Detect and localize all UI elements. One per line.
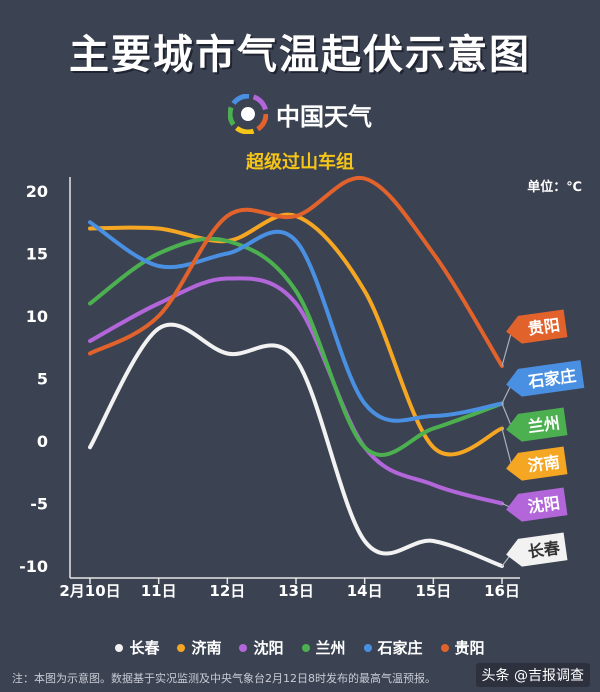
x-tick-label: 13日 xyxy=(278,582,314,600)
y-tick-label: 5 xyxy=(37,370,48,389)
legend-label: 沈阳 xyxy=(253,639,284,657)
series-line-贵阳 xyxy=(88,175,504,368)
legend-dot xyxy=(239,643,248,652)
legend-label: 长春 xyxy=(129,639,160,657)
tag-connector-贵阳 xyxy=(501,329,513,367)
legend-label: 济南 xyxy=(191,639,222,657)
legend-dot xyxy=(363,643,372,652)
chart-legend: 长春 济南 沈阳 兰州 石家庄 贵阳 xyxy=(0,637,600,658)
y-tick-label: -5 xyxy=(30,495,48,514)
end-tag-长春 xyxy=(506,532,568,567)
end-tag-label-兰州: 兰州 xyxy=(527,413,561,436)
end-tag-label-济南: 济南 xyxy=(527,452,561,475)
brand: 中国天气 xyxy=(0,94,600,134)
y-tick-label: -10 xyxy=(19,557,48,576)
x-tick-label: 15日 xyxy=(415,582,451,600)
y-tick-label: 20 xyxy=(26,182,48,201)
legend-item-济南: 济南 xyxy=(177,637,221,658)
x-tick-label: 11日 xyxy=(141,582,177,600)
legend-label: 石家庄 xyxy=(377,639,423,657)
legend-dot xyxy=(301,643,310,652)
end-tag-label-长春: 长春 xyxy=(527,538,562,561)
tag-connector-济南 xyxy=(501,428,513,468)
chart-title: 主要城市气温起伏示意图 xyxy=(69,32,531,78)
series-line-沈阳 xyxy=(88,276,504,506)
brand-name: 中国天气 xyxy=(276,102,372,131)
legend-label: 兰州 xyxy=(315,639,346,657)
source-watermark: 头条 @吉报调查 xyxy=(475,663,590,687)
legend-label: 贵阳 xyxy=(454,639,485,657)
footnote: 注：本图为示意图。数据基于实况监测及中央气象台2月12日8时发布的最高气温预报。 xyxy=(12,672,436,685)
legend-item-兰州: 兰州 xyxy=(301,637,346,658)
legend-item-石家庄: 石家庄 xyxy=(363,637,423,658)
china-weather-logo-icon xyxy=(228,94,268,134)
legend-item-沈阳: 沈阳 xyxy=(239,637,284,658)
y-tick-label: 0 xyxy=(37,432,48,451)
series-line-兰州 xyxy=(88,236,504,457)
end-tag-label-贵阳: 贵阳 xyxy=(527,315,561,338)
series-line-长春 xyxy=(88,322,504,568)
legend-dot xyxy=(177,643,186,652)
x-tick-label: 2月10日 xyxy=(59,582,120,600)
y-tick-label: 15 xyxy=(26,245,48,264)
chart-subtitle: 超级过山车组 xyxy=(246,152,354,173)
end-tag-石家庄 xyxy=(506,360,585,397)
y-tick-label: 10 xyxy=(26,307,48,326)
series-line-石家庄 xyxy=(88,220,504,423)
legend-item-长春: 长春 xyxy=(115,637,159,658)
end-tag-label-沈阳: 沈阳 xyxy=(527,493,561,516)
legend-dot xyxy=(440,643,449,652)
end-tag-贵阳 xyxy=(506,309,568,344)
series-line-济南 xyxy=(88,212,504,457)
end-tag-沈阳 xyxy=(506,487,568,522)
legend-item-贵阳: 贵阳 xyxy=(440,637,485,658)
x-tick-label: 14日 xyxy=(347,582,383,600)
x-tick-label: 16日 xyxy=(484,582,520,600)
legend-dot xyxy=(115,643,124,652)
end-tag-济南 xyxy=(506,446,568,481)
unit-label: 单位：℃ xyxy=(527,180,582,195)
tag-connector-兰州 xyxy=(501,403,513,429)
x-tick-label: 12日 xyxy=(209,582,245,600)
end-tag-兰州 xyxy=(506,407,568,442)
